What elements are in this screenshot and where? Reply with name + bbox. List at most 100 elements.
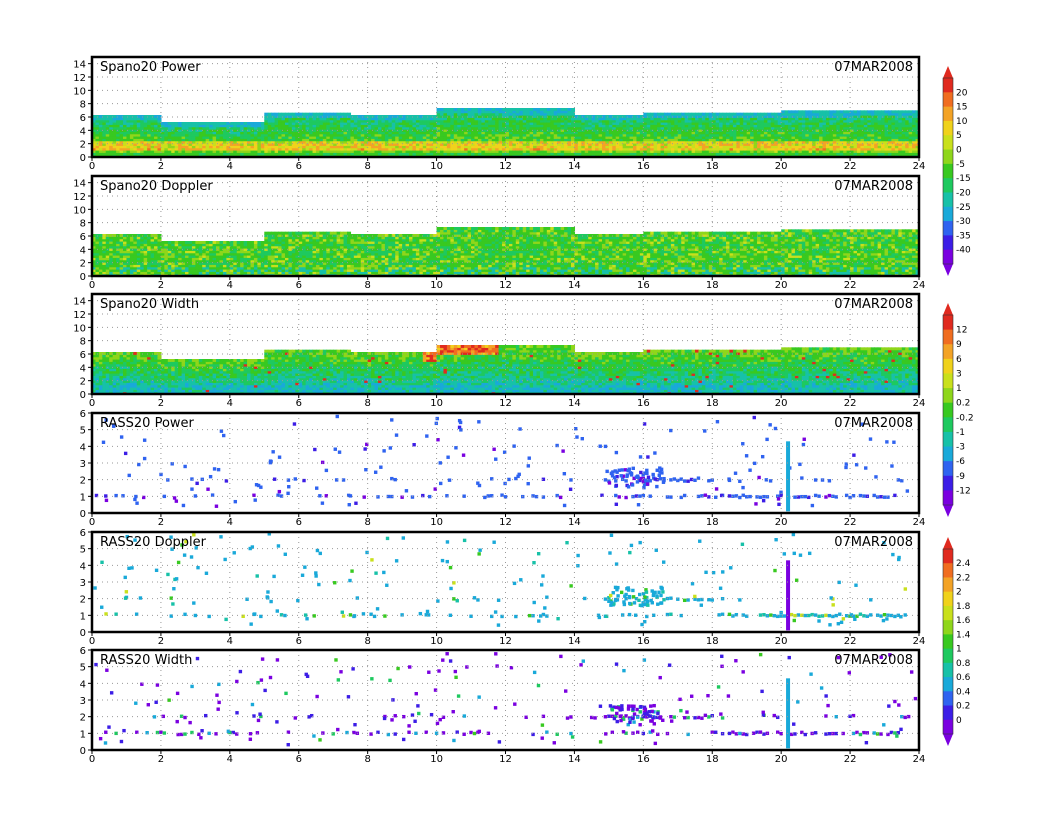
profile-cell [402,117,407,121]
profile-cell [677,131,682,135]
profile-cell [374,124,379,128]
profile-cell [167,255,172,258]
profile-cell [612,126,617,130]
profile-cell [564,133,569,137]
profile-cell [643,133,648,137]
profile-cell [419,122,424,125]
profile-cell [863,119,868,123]
profile-cell [522,126,527,130]
profile-cell [612,117,617,121]
profile-cell [781,150,786,153]
profile-cell [719,150,724,153]
profile-cell [123,152,128,156]
profile-cell [657,143,662,146]
profile-cell [519,150,524,153]
profile-cell [378,117,383,121]
profile-cell [491,122,496,125]
profile-cell [474,117,479,121]
profile-cell [123,117,128,121]
profile-cell [815,115,820,118]
profile-cell [595,131,600,135]
profile-cell [856,147,862,151]
profile-cell [315,150,321,153]
profile-cell [708,126,713,130]
profile-cell [123,259,128,263]
profile-cell [233,136,238,139]
profile-cell [426,129,431,132]
profile-cell [140,252,145,256]
profile-cell [808,152,813,156]
profile-cell [536,126,541,130]
profile-cell [309,129,314,132]
profile-cell [102,131,107,135]
profile-cell [284,145,290,149]
profile-cell [92,126,97,130]
profile-cell [595,143,600,146]
profile-cell [598,136,603,139]
profile-cell [577,119,582,123]
profile-cell [601,140,607,144]
profile-cell [636,115,641,118]
profile-cell [150,136,155,139]
profile-cell [147,115,152,118]
profile-cell [767,138,772,142]
profile-cell [319,133,324,137]
profile-cell [812,110,817,114]
profile-cell [133,243,138,247]
profile-cell [357,147,362,151]
profile-cell [298,133,303,137]
profile-cell [371,122,376,125]
profile-cell [577,140,582,144]
profile-cell [784,145,789,149]
profile-cell [560,117,565,121]
profile-cell [143,119,148,123]
profile-cell [722,115,727,118]
profile-cell [560,138,565,142]
profile-cell [874,140,879,144]
profile-cell [912,147,917,151]
profile-cell [905,124,910,128]
profile-cell [471,122,476,125]
profile-cell [708,143,713,146]
profile-cell [584,129,589,132]
profile-cell [808,138,813,142]
x-tick-label: 10 [430,161,443,172]
profile-cell [295,133,300,137]
profile-cell [426,122,431,125]
profile-cell [788,131,793,135]
profile-cell [185,143,190,146]
profile-cell [622,133,627,137]
profile-cell [409,145,414,149]
profile-cell [133,236,138,240]
profile-cell [567,122,572,125]
profile-cell [457,136,462,139]
profile-cell [222,138,227,142]
profile-cell [271,117,276,121]
profile-cell [777,126,782,130]
profile-cell [150,124,155,128]
profile-cell [684,131,689,135]
profile-cell [357,126,362,130]
profile-cell [698,115,703,118]
profile-cell [129,147,134,151]
profile-cell [688,150,693,153]
profile-cell [584,117,589,121]
profile-cell [856,126,862,130]
profile-cell [508,117,513,121]
profile-cell [426,147,431,151]
profile-cell [622,115,627,118]
profile-cell [212,143,217,146]
profile-cell [726,147,731,151]
profile-cell [222,136,227,139]
profile-cell [526,122,531,125]
profile-cell [333,140,338,144]
profile-cell [622,122,627,125]
profile-cell [181,138,186,142]
profile-cell [429,138,434,142]
profile-cell [129,140,134,144]
profile-cell [105,131,110,135]
profile-cell [770,112,775,116]
profile-cell [498,138,503,142]
profile-cell [205,124,210,128]
profile-cell [295,124,300,128]
